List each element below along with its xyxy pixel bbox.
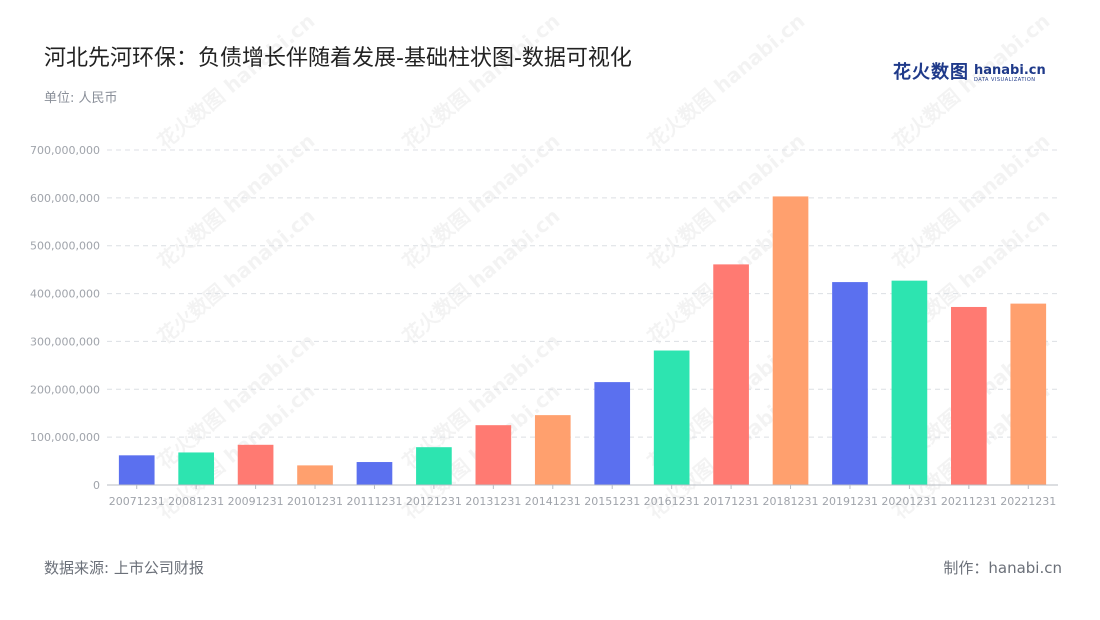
y-axis: 0 100,000,000 200,000,000 300,000,000 400,00… — [30, 144, 100, 492]
logo-en-text: hanabi.cn — [974, 62, 1046, 78]
bar-20161231[interactable] — [653, 350, 690, 485]
bar-20211231[interactable] — [951, 306, 987, 485]
x-tick-label: 20081231 — [168, 495, 224, 508]
bar-20101231[interactable] — [297, 465, 333, 485]
watermark-text: 花火数图 hanabi.cn — [888, 9, 1055, 154]
bar-20081231[interactable] — [178, 452, 214, 485]
hanabi-logo: 花火数图 hanabi.cn DATA VISUALIZATION — [893, 60, 1046, 86]
bar-20071231[interactable] — [118, 455, 155, 485]
y-tick-label: 500,000,000 — [30, 240, 100, 253]
bar-20131231[interactable] — [475, 425, 512, 485]
watermark-text: 花火数图 hanabi.cn — [153, 204, 320, 349]
watermark-text: 花火数图 hanabi.cn — [398, 9, 565, 154]
unit-label: 单位: 人民币 — [44, 91, 118, 106]
logo-right: hanabi.cn DATA VISUALIZATION — [974, 64, 1046, 83]
bar-20111231[interactable] — [356, 462, 393, 485]
x-tick-label: 20191231 — [822, 495, 878, 508]
x-tick-label: 20141231 — [525, 495, 581, 508]
watermark-text: 花火数图 hanabi.cn — [153, 9, 320, 154]
y-tick-label: 600,000,000 — [30, 192, 100, 205]
x-tick-label: 20171231 — [703, 495, 759, 508]
bar-20151231[interactable] — [594, 382, 631, 485]
y-tick-label: 400,000,000 — [30, 288, 100, 301]
x-tick-label: 20211231 — [941, 495, 997, 508]
x-tick-label: 20121231 — [406, 495, 462, 508]
watermark-text: 花火数图 hanabi.cn — [398, 204, 565, 349]
x-tick-label: 20091231 — [228, 495, 284, 508]
bar-20191231[interactable] — [832, 282, 868, 485]
x-tick-label: 20151231 — [584, 495, 640, 508]
maker-credit: 制作：hanabi.cn — [943, 559, 1062, 577]
bar-20121231[interactable] — [416, 447, 452, 485]
bar-20141231[interactable] — [534, 415, 571, 485]
bar-20091231[interactable] — [237, 444, 274, 485]
x-tick-label: 20221231 — [1000, 495, 1056, 508]
page-title: 河北先河环保：负债增长伴随着发展-基础柱状图-数据可视化 — [44, 46, 632, 71]
x-tick-label: 20071231 — [109, 495, 165, 508]
y-tick-label: 100,000,000 — [30, 431, 100, 444]
x-tick-label: 20131231 — [465, 495, 521, 508]
x-tick-label: 20201231 — [881, 495, 937, 508]
bar-20171231[interactable] — [713, 264, 749, 485]
bars — [118, 196, 1047, 485]
x-tick-label: 20161231 — [644, 495, 700, 508]
y-tick-label: 700,000,000 — [30, 144, 100, 157]
y-tick-label: 0 — [93, 479, 100, 492]
bar-20181231[interactable] — [772, 196, 809, 485]
watermark-text: 花火数图 hanabi.cn — [643, 9, 810, 154]
y-tick-label: 300,000,000 — [30, 335, 100, 348]
x-tick-label: 20111231 — [346, 495, 402, 508]
y-tick-label: 200,000,000 — [30, 383, 100, 396]
x-tick-label: 20101231 — [287, 495, 343, 508]
x-tick-label: 20181231 — [763, 495, 819, 508]
logo-cn-text: 花火数图 — [893, 62, 969, 83]
bar-20201231[interactable] — [891, 280, 928, 485]
x-axis: 20071231 20081231 20091231 20101231 20111231… — [107, 484, 1058, 508]
logo-sub-text: DATA VISUALIZATION — [974, 76, 1036, 83]
data-source: 数据来源: 上市公司财报 — [44, 559, 204, 577]
bar-20221231[interactable] — [1010, 303, 1047, 485]
